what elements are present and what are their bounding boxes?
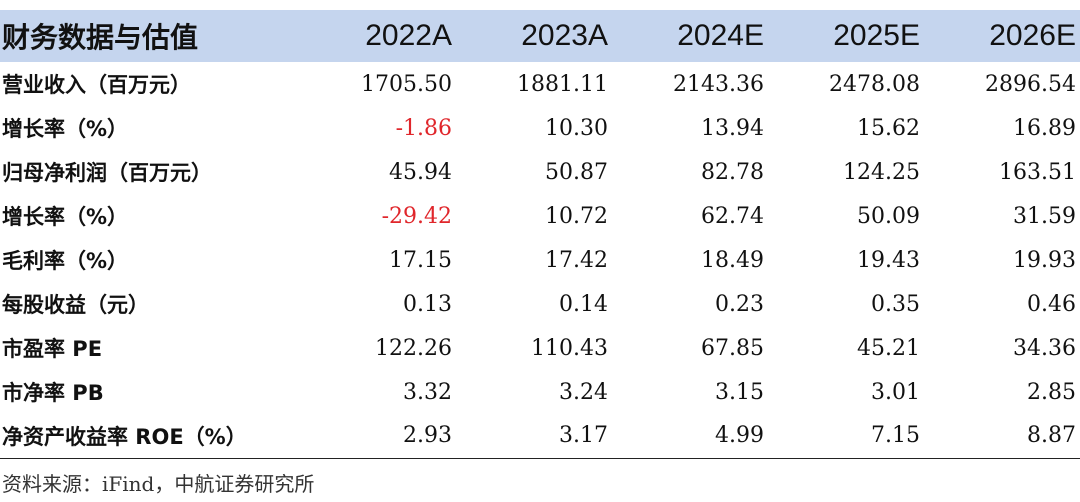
table-cell: 82.78 xyxy=(701,159,764,185)
table-cell: -29.42 xyxy=(381,203,452,229)
table-cell: 10.30 xyxy=(545,115,608,141)
table-row: 净资产收益率 ROE（%） 2.93 3.17 4.99 7.15 8.87 xyxy=(0,414,1080,459)
table-cell: 124.25 xyxy=(843,159,920,185)
row-label: 净资产收益率 ROE（%） xyxy=(0,414,300,459)
table-cell: 2478.08 xyxy=(829,71,920,97)
table-header-row: 财务数据与估值 2022A 2023A 2024E 2025E 2026E xyxy=(0,10,1080,62)
table-cell: 3.32 xyxy=(403,379,452,405)
row-label: 营业收入（百万元） xyxy=(2,73,191,97)
table-cell: 4.99 xyxy=(612,414,768,459)
table-row: 营业收入（百万元） 1705.50 1881.11 2143.36 2478.08 289… xyxy=(0,62,1080,106)
column-header-2025e: 2025E xyxy=(833,19,920,52)
row-label: 每股收益（元） xyxy=(2,293,149,317)
table-cell: 31.59 xyxy=(1013,203,1076,229)
table-cell: 3.17 xyxy=(456,414,612,459)
table-cell: 2.85 xyxy=(1027,379,1076,405)
table-row: 市净率 PB 3.32 3.24 3.15 3.01 2.85 xyxy=(0,370,1080,414)
financial-data-table: 财务数据与估值 2022A 2023A 2024E 2025E 2026E 营业… xyxy=(0,10,1080,459)
financial-table-container: 财务数据与估值 2022A 2023A 2024E 2025E 2026E 营业… xyxy=(0,10,1080,459)
table-body: 营业收入（百万元） 1705.50 1881.11 2143.36 2478.08 289… xyxy=(0,62,1080,459)
table-cell: 62.74 xyxy=(701,203,764,229)
table-cell: 45.94 xyxy=(389,159,452,185)
table-cell: 0.13 xyxy=(403,291,452,317)
row-label: 增长率（%） xyxy=(2,205,129,229)
column-header-2023a: 2023A xyxy=(521,19,608,52)
table-cell: 34.36 xyxy=(1013,335,1076,361)
table-cell: 0.46 xyxy=(1027,291,1076,317)
table-cell: 3.01 xyxy=(871,379,920,405)
table-title: 财务数据与估值 xyxy=(2,21,199,54)
table-cell: 0.35 xyxy=(871,291,920,317)
table-row: 市盈率 PE 122.26 110.43 67.85 45.21 34.36 xyxy=(0,326,1080,370)
source-note: 资料来源：iFind，中航证券研究所 xyxy=(2,472,315,496)
table-cell: 122.26 xyxy=(375,335,452,361)
table-cell: 45.21 xyxy=(857,335,920,361)
table-cell: 2143.36 xyxy=(673,71,764,97)
row-label: 市盈率 PE xyxy=(2,337,103,361)
table-cell: 50.87 xyxy=(545,159,608,185)
table-cell: 19.93 xyxy=(1013,247,1076,273)
table-cell: 18.49 xyxy=(701,247,764,273)
table-row: 每股收益（元） 0.13 0.14 0.23 0.35 0.46 xyxy=(0,282,1080,326)
row-label: 增长率（%） xyxy=(2,117,129,141)
table-cell: 2.93 xyxy=(300,414,456,459)
table-cell: 17.15 xyxy=(389,247,452,273)
table-cell: 7.15 xyxy=(768,414,924,459)
column-header-2026e: 2026E xyxy=(989,19,1076,52)
table-row: 毛利率（%） 17.15 17.42 18.49 19.43 19.93 xyxy=(0,238,1080,282)
table-cell: 8.87 xyxy=(924,414,1080,459)
column-header-2022a: 2022A xyxy=(365,19,452,52)
table-cell: 10.72 xyxy=(545,203,608,229)
table-cell: 1881.11 xyxy=(517,71,608,97)
table-cell: 110.43 xyxy=(531,335,608,361)
table-row: 增长率（%） -1.86 10.30 13.94 15.62 16.89 xyxy=(0,106,1080,150)
table-cell: 67.85 xyxy=(701,335,764,361)
table-cell: 163.51 xyxy=(999,159,1076,185)
table-cell: 3.24 xyxy=(559,379,608,405)
table-cell: 2896.54 xyxy=(985,71,1076,97)
row-label: 归母净利润（百万元） xyxy=(2,161,212,185)
row-label: 毛利率（%） xyxy=(2,249,129,273)
row-label: 市净率 PB xyxy=(2,381,104,405)
table-row: 增长率（%） -29.42 10.72 62.74 50.09 31.59 xyxy=(0,194,1080,238)
table-cell: 0.14 xyxy=(559,291,608,317)
table-cell: 16.89 xyxy=(1013,115,1076,141)
table-cell: -1.86 xyxy=(395,115,452,141)
column-header-2024e: 2024E xyxy=(677,19,764,52)
table-cell: 17.42 xyxy=(545,247,608,273)
table-cell: 1705.50 xyxy=(361,71,452,97)
table-cell: 0.23 xyxy=(715,291,764,317)
table-cell: 13.94 xyxy=(701,115,764,141)
table-cell: 15.62 xyxy=(857,115,920,141)
table-cell: 3.15 xyxy=(715,379,764,405)
table-cell: 50.09 xyxy=(857,203,920,229)
table-row: 归母净利润（百万元） 45.94 50.87 82.78 124.25 163.51 xyxy=(0,150,1080,194)
table-cell: 19.43 xyxy=(857,247,920,273)
